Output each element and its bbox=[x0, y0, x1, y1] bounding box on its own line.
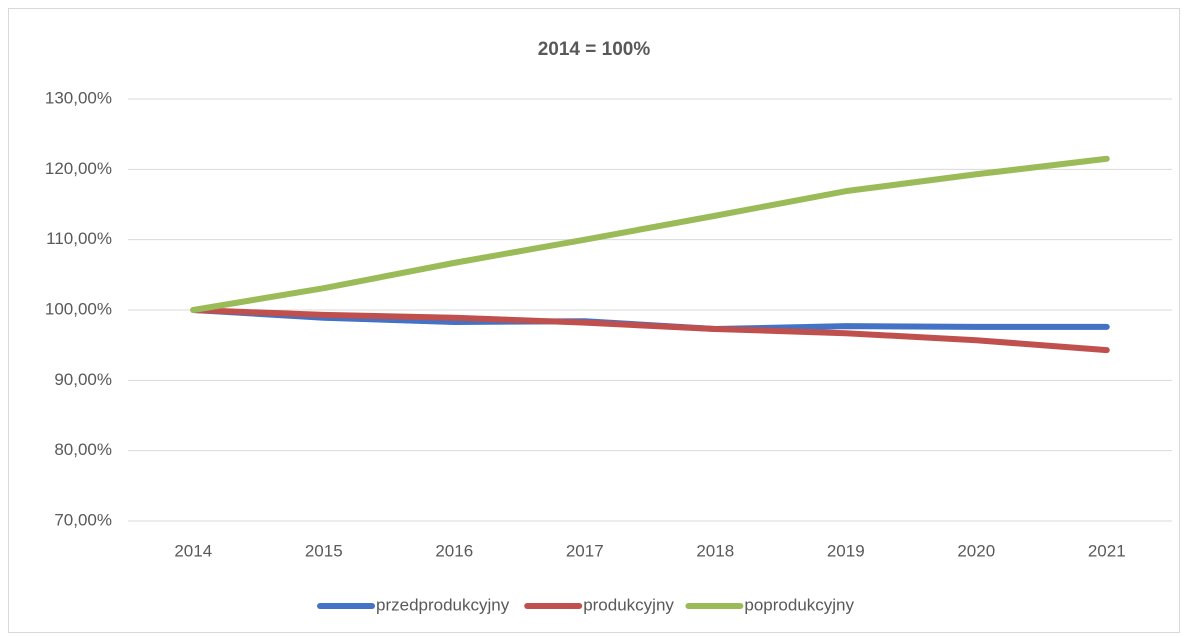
x-tick-label: 2018 bbox=[696, 541, 734, 560]
y-tick-label: 80,00% bbox=[54, 440, 112, 459]
y-tick-label: 110,00% bbox=[46, 229, 112, 248]
y-tick-label: 130,00% bbox=[45, 88, 112, 107]
x-tick-label: 2021 bbox=[1088, 541, 1126, 560]
y-tick-label: 100,00% bbox=[45, 299, 112, 318]
x-tick-label: 2020 bbox=[957, 541, 995, 560]
legend-label: przedprodukcyjny bbox=[376, 595, 510, 614]
y-tick-label: 120,00% bbox=[45, 159, 112, 178]
x-tick-label: 2014 bbox=[174, 541, 212, 560]
x-tick-label: 2017 bbox=[566, 541, 604, 560]
series-line bbox=[190, 307, 1110, 354]
legend-label: produkcyjny bbox=[583, 595, 674, 614]
x-tick-label: 2016 bbox=[435, 541, 473, 560]
chart-title: 2014 = 100% bbox=[538, 39, 651, 60]
x-tick-label: 2015 bbox=[305, 541, 343, 560]
x-tick-label: 2019 bbox=[827, 541, 865, 560]
y-tick-label: 70,00% bbox=[54, 510, 112, 529]
series-line bbox=[190, 155, 1110, 313]
legend-label: poprodukcyjny bbox=[744, 595, 854, 614]
y-tick-label: 90,00% bbox=[54, 370, 112, 389]
